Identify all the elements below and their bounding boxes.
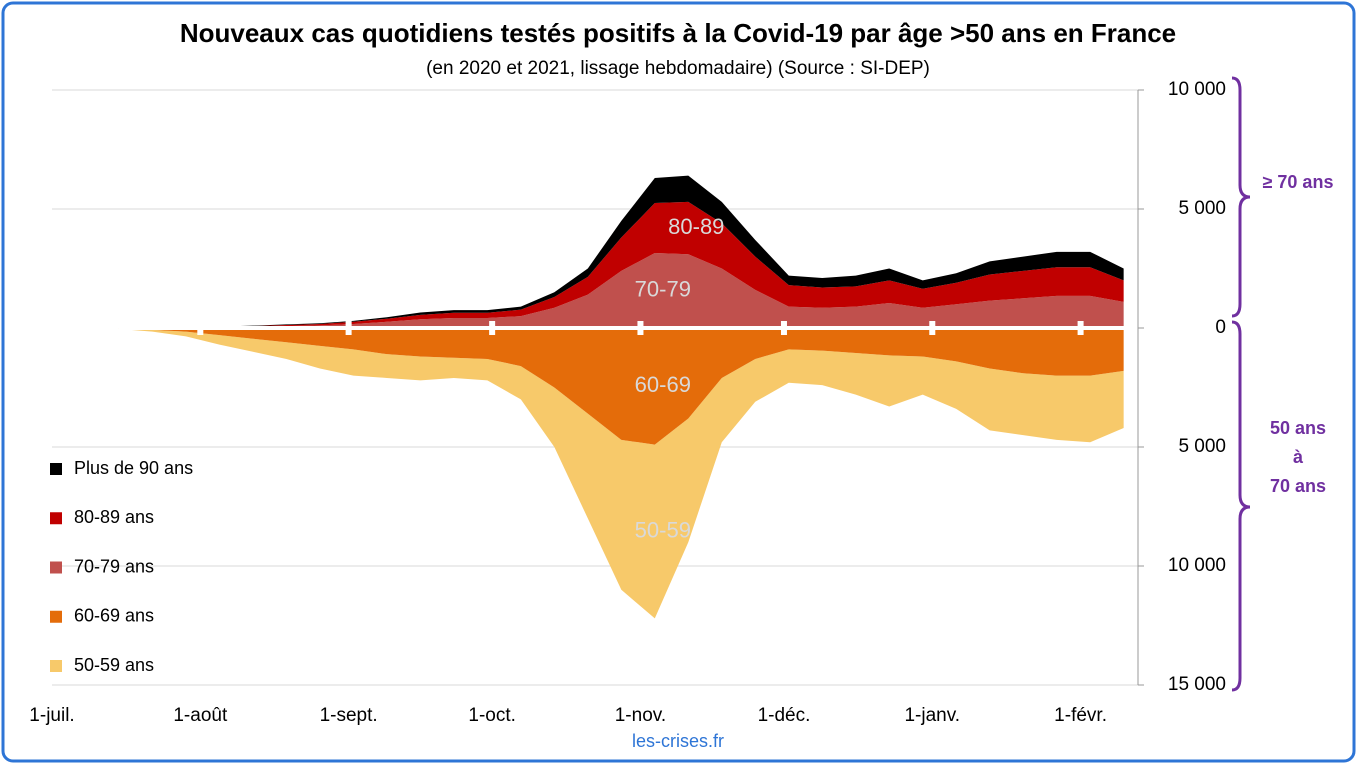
brace-label: à: [1293, 447, 1304, 467]
legend-swatch: [50, 512, 62, 525]
x-tick: [197, 321, 204, 335]
y-tick-label: 15 000: [1168, 674, 1226, 695]
area: [118, 201, 1124, 328]
source: les-crises.fr: [632, 731, 724, 751]
y-tick-label: 10 000: [1168, 555, 1226, 576]
x-tick: [489, 321, 496, 335]
x-tick: [929, 321, 936, 335]
area: [118, 328, 1124, 619]
x-tick-label: 1-déc.: [758, 705, 811, 726]
area-label: 50-59: [635, 517, 691, 542]
area: [118, 253, 1124, 328]
legend-label: 60-69 ans: [74, 606, 154, 626]
brace-label: 70 ans: [1270, 476, 1326, 496]
brace-label: 50 ans: [1270, 418, 1326, 438]
x-tick: [637, 321, 644, 335]
x-tick: [1077, 321, 1084, 335]
x-tick-label: 1-janv.: [904, 705, 960, 726]
x-tick: [345, 321, 352, 335]
legend-label: Plus de 90 ans: [74, 458, 193, 478]
x-tick-label: 1-sept.: [320, 705, 378, 726]
x-tick-label: 1-juil.: [29, 705, 74, 726]
x-tick-label: 1-août: [173, 705, 228, 726]
y-tick-label: 10 000: [1168, 79, 1226, 100]
x-tick: [780, 321, 787, 335]
x-tick: [49, 321, 55, 335]
chart-subtitle: (en 2020 et 2021, lissage hebdomadaire) …: [426, 58, 930, 79]
legend-swatch: [50, 561, 62, 574]
x-tick-label: 1-oct.: [468, 705, 516, 726]
x-tick-label: 1-nov.: [615, 705, 666, 726]
legend-label: 70-79 ans: [74, 556, 154, 576]
y-tick-label: 0: [1215, 317, 1226, 338]
area-label: 60-69: [635, 372, 691, 397]
brace: [1231, 76, 1251, 318]
x-tick-label: 1-févr.: [1054, 705, 1107, 726]
legend-swatch: [50, 463, 62, 475]
brace-label: ≥ 70 ans: [1263, 172, 1334, 192]
chart-title: Nouveaux cas quotidiens testés positifs …: [180, 18, 1176, 48]
y-tick-label: 5 000: [1178, 198, 1226, 219]
legend-swatch: [50, 610, 62, 623]
y-tick-label: 5 000: [1178, 436, 1226, 457]
legend-swatch: [50, 660, 62, 672]
legend-label: 50-59 ans: [74, 655, 154, 675]
area: [118, 328, 1124, 445]
area-label: 70-79: [635, 276, 691, 301]
area-label: 80-89: [668, 214, 724, 239]
legend-label: 80-89 ans: [74, 507, 154, 527]
brace: [1231, 320, 1251, 692]
